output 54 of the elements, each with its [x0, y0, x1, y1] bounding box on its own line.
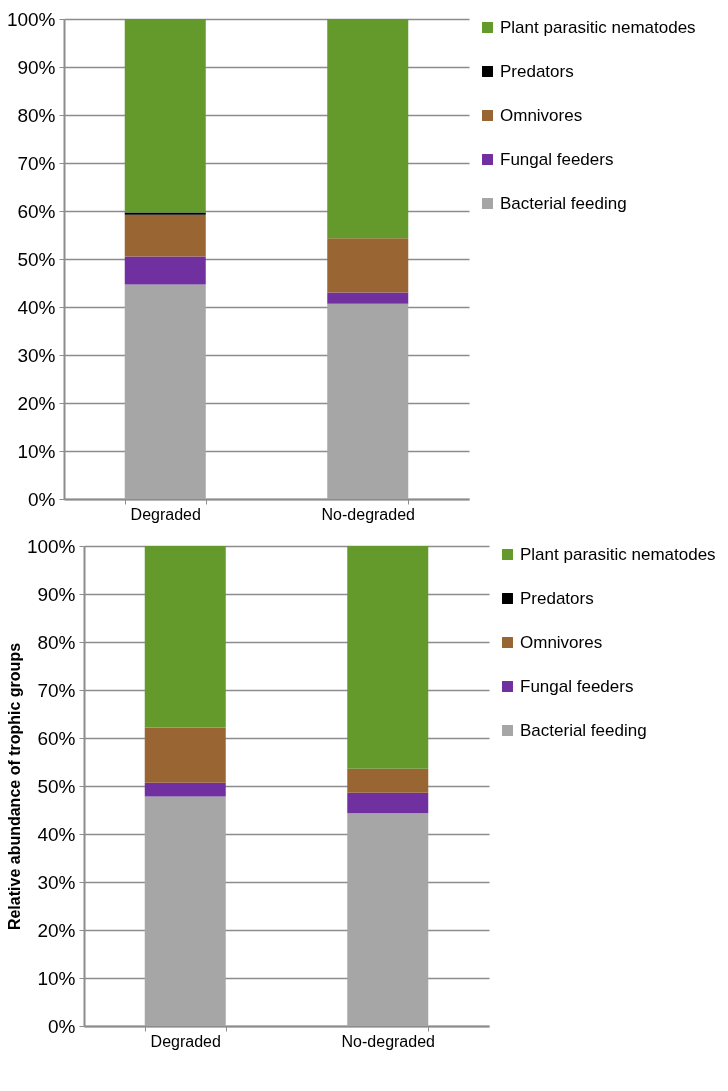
- y-tick-label: 0%: [48, 1015, 76, 1037]
- y-tick-label: 90%: [37, 583, 76, 605]
- y-tick-label: 80%: [17, 104, 56, 126]
- x-tick-label: No-degraded: [341, 1032, 435, 1050]
- x-tick-label: No-degraded: [321, 505, 415, 523]
- bar: [347, 546, 429, 769]
- y-tick-label: 60%: [37, 727, 76, 749]
- y-tick-label: 40%: [37, 823, 76, 845]
- y-tick-label: 80%: [37, 631, 76, 653]
- y-axis-title: Relative abundance of trophic groups: [5, 642, 23, 931]
- legend-label: Fungal feeders: [520, 676, 634, 696]
- y-tick-label: 60%: [17, 200, 56, 222]
- y-tick-label: 100%: [6, 8, 56, 30]
- y-tick-label: 70%: [37, 679, 76, 701]
- x-tick-label: Degraded: [130, 505, 201, 523]
- y-tick-label: 20%: [37, 919, 76, 941]
- x-tick-label: Degraded: [150, 1032, 221, 1050]
- bar: [327, 292, 409, 304]
- bar: [347, 768, 429, 793]
- bar: [124, 256, 206, 285]
- legend-label: Predators: [520, 588, 594, 608]
- legend-label: Fungal feeders: [500, 149, 614, 169]
- y-tick-label: 10%: [37, 967, 76, 989]
- bar: [144, 727, 226, 783]
- legend-label: Plant parasitic nematodes: [500, 17, 696, 37]
- legend-label: Plant parasitic nematodes: [520, 544, 716, 564]
- y-tick-label: 40%: [17, 296, 56, 318]
- y-tick-label: 0%: [28, 488, 56, 510]
- bar: [327, 19, 409, 239]
- bar: [347, 792, 429, 814]
- bar: [124, 212, 206, 215]
- y-tick-label: 50%: [17, 248, 56, 270]
- bar: [144, 796, 226, 1026]
- bar: [144, 782, 226, 797]
- legend-label: Predators: [500, 61, 574, 81]
- bar: [124, 214, 206, 257]
- bar: [347, 813, 429, 1026]
- legend-label: Bacterial feeding: [500, 193, 627, 213]
- bar: [144, 546, 226, 728]
- y-tick-label: 20%: [17, 392, 56, 414]
- legend-label: Bacterial feeding: [520, 720, 647, 740]
- y-tick-label: 30%: [17, 344, 56, 366]
- y-tick-label: 100%: [26, 535, 76, 557]
- legend-label: Omnivores: [500, 105, 583, 125]
- y-tick-label: 50%: [37, 775, 76, 797]
- y-tick-label: 90%: [17, 56, 56, 78]
- bar: [327, 303, 409, 499]
- y-tick-label: 70%: [17, 152, 56, 174]
- y-tick-label: 10%: [17, 440, 56, 462]
- bar: [124, 19, 206, 213]
- bar: [327, 238, 409, 293]
- y-tick-label: 30%: [37, 871, 76, 893]
- legend-label: Omnivores: [520, 632, 603, 652]
- bar: [124, 284, 206, 499]
